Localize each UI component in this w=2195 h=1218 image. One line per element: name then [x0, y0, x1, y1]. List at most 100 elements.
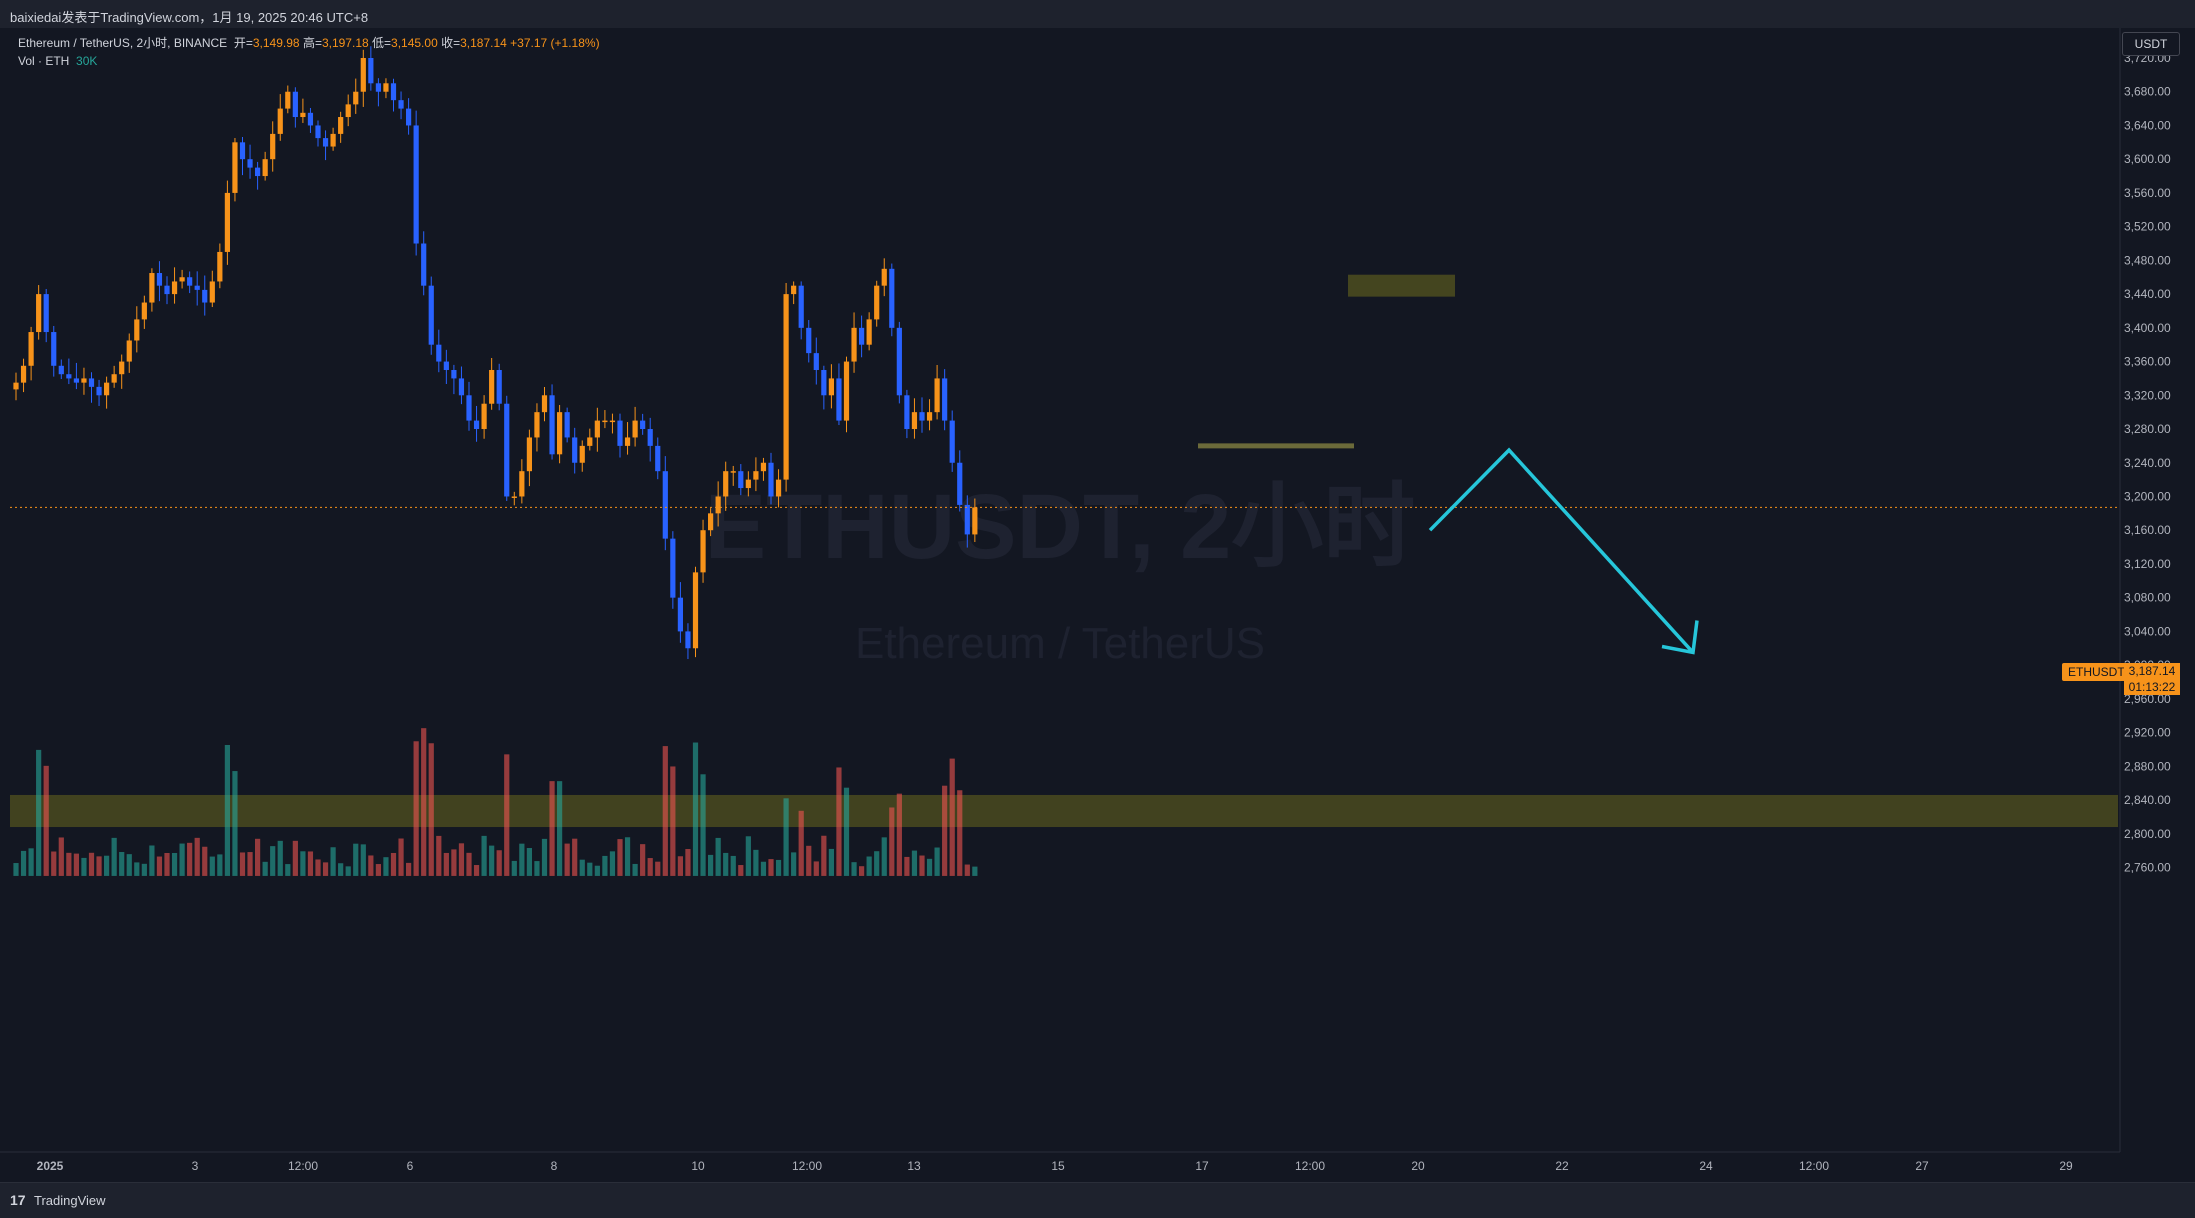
watermark-symbol: ETHUSDT, 2小时 — [705, 476, 1416, 578]
support-zone-band[interactable] — [10, 794, 2118, 828]
candle-body — [489, 369, 495, 404]
candle-body — [247, 159, 253, 168]
volume-bar — [232, 771, 238, 876]
candle-body — [73, 378, 79, 383]
candle-body — [504, 403, 510, 497]
volume-bar — [451, 849, 457, 876]
volume-bar — [738, 865, 744, 876]
volume-bar — [602, 855, 608, 876]
candle-body — [964, 504, 970, 535]
volume-bar — [881, 837, 887, 876]
volume-bar — [406, 862, 412, 876]
candle-body — [179, 277, 185, 282]
candle-body — [572, 437, 578, 463]
candle-body — [670, 538, 676, 598]
volume-bar — [413, 741, 419, 876]
candle-body — [171, 281, 178, 295]
candle-body — [134, 319, 140, 341]
chart-background — [0, 28, 2195, 1182]
candle-body — [760, 462, 767, 472]
volume-bar — [534, 861, 540, 876]
resistance-zone-box[interactable] — [1348, 274, 1455, 297]
price-tick-label: 2,920.00 — [2124, 726, 2171, 740]
price-tick-label: 2,800.00 — [2124, 827, 2171, 841]
time-tick-label: 24 — [1699, 1159, 1713, 1173]
time-tick-label: 20 — [1411, 1159, 1425, 1173]
projection-arrowhead — [1661, 620, 1699, 655]
volume-bar — [194, 837, 200, 876]
candle-body — [458, 378, 465, 396]
volume-bar — [934, 847, 940, 876]
volume-bar — [58, 837, 64, 876]
volume-bar — [526, 848, 532, 876]
publish-bar: baixiedai发表于TradingView.com，1月 19, 2025 … — [0, 0, 2195, 29]
volume-bar — [821, 835, 827, 876]
candle-body — [768, 462, 774, 497]
candle-body — [783, 294, 789, 480]
candle-body — [617, 420, 623, 446]
candle-body — [277, 108, 283, 134]
candle-body — [851, 327, 857, 362]
footer-brand[interactable]: TradingView — [34, 1193, 106, 1208]
price-tick-label: 2,960.00 — [2124, 692, 2171, 706]
candle-body — [390, 83, 397, 101]
candle-body — [156, 273, 163, 286]
candle-body — [587, 437, 593, 446]
candle-body — [647, 429, 653, 446]
candle-body — [806, 327, 812, 354]
price-tick-label: 3,640.00 — [2124, 118, 2171, 132]
candle-body — [919, 412, 925, 421]
legend-low-label: 低= — [372, 36, 392, 50]
legend-close-label: 收= — [441, 36, 461, 50]
candle-body — [655, 445, 661, 472]
volume-bar — [806, 845, 812, 876]
volume-bar — [338, 863, 344, 876]
volume-bar — [73, 853, 79, 876]
candle-body — [874, 285, 880, 320]
volume-bar — [949, 758, 955, 876]
volume-bar — [466, 852, 472, 876]
candle-body — [934, 378, 940, 413]
candle-body — [557, 412, 563, 455]
volume-bar — [481, 835, 487, 876]
volume-bar — [443, 852, 449, 876]
projection-arrow[interactable] — [1428, 447, 1695, 654]
time-tick-label: 8 — [551, 1159, 558, 1173]
legend-vol-value: 30K — [76, 54, 98, 68]
tradingview-logo-icon[interactable]: 17 — [10, 1192, 26, 1208]
price-tick-label: 3,520.00 — [2124, 220, 2171, 234]
volume-bar — [685, 849, 691, 876]
volume-bar — [187, 842, 193, 876]
legend-vol-label[interactable]: Vol · ETH — [18, 54, 70, 68]
price-tick-label: 3,440.00 — [2124, 287, 2171, 301]
volume-bar — [255, 838, 261, 876]
legend-change: +37.17 (+1.18%) — [510, 36, 600, 50]
price-tick-label: 3,120.00 — [2124, 557, 2171, 571]
volume-bar — [262, 861, 268, 876]
candle-body — [232, 142, 238, 193]
candle-body — [43, 294, 49, 333]
candle-body — [534, 412, 540, 438]
currency-selector[interactable]: USDT — [2122, 32, 2180, 56]
volume-bar — [156, 856, 163, 876]
volume-bar — [700, 774, 706, 876]
volume-bar — [322, 862, 329, 876]
legend-low: 3,145.00 — [391, 36, 438, 50]
time-tick-label: 10 — [691, 1159, 705, 1173]
price-tick-label: 3,680.00 — [2124, 85, 2171, 99]
volume-bar — [768, 859, 774, 876]
candle-body — [28, 332, 34, 366]
volume-bar — [315, 859, 321, 876]
legend-ohlc-line: Ethereum / TetherUS, 2小时, BINANCE 开=3,14… — [18, 34, 600, 52]
price-tick-label: 3,400.00 — [2124, 321, 2171, 335]
volume-bar — [141, 863, 147, 876]
volume-bar — [964, 864, 970, 876]
volume-bar — [926, 858, 933, 876]
volume-bar — [632, 863, 638, 876]
candle-body — [13, 382, 19, 390]
candle-body — [368, 58, 374, 84]
price-tick-label: 3,080.00 — [2124, 591, 2171, 605]
legend-symbol[interactable]: Ethereum / TetherUS, 2小时, BINANCE — [18, 36, 228, 50]
candle-body — [262, 159, 268, 177]
